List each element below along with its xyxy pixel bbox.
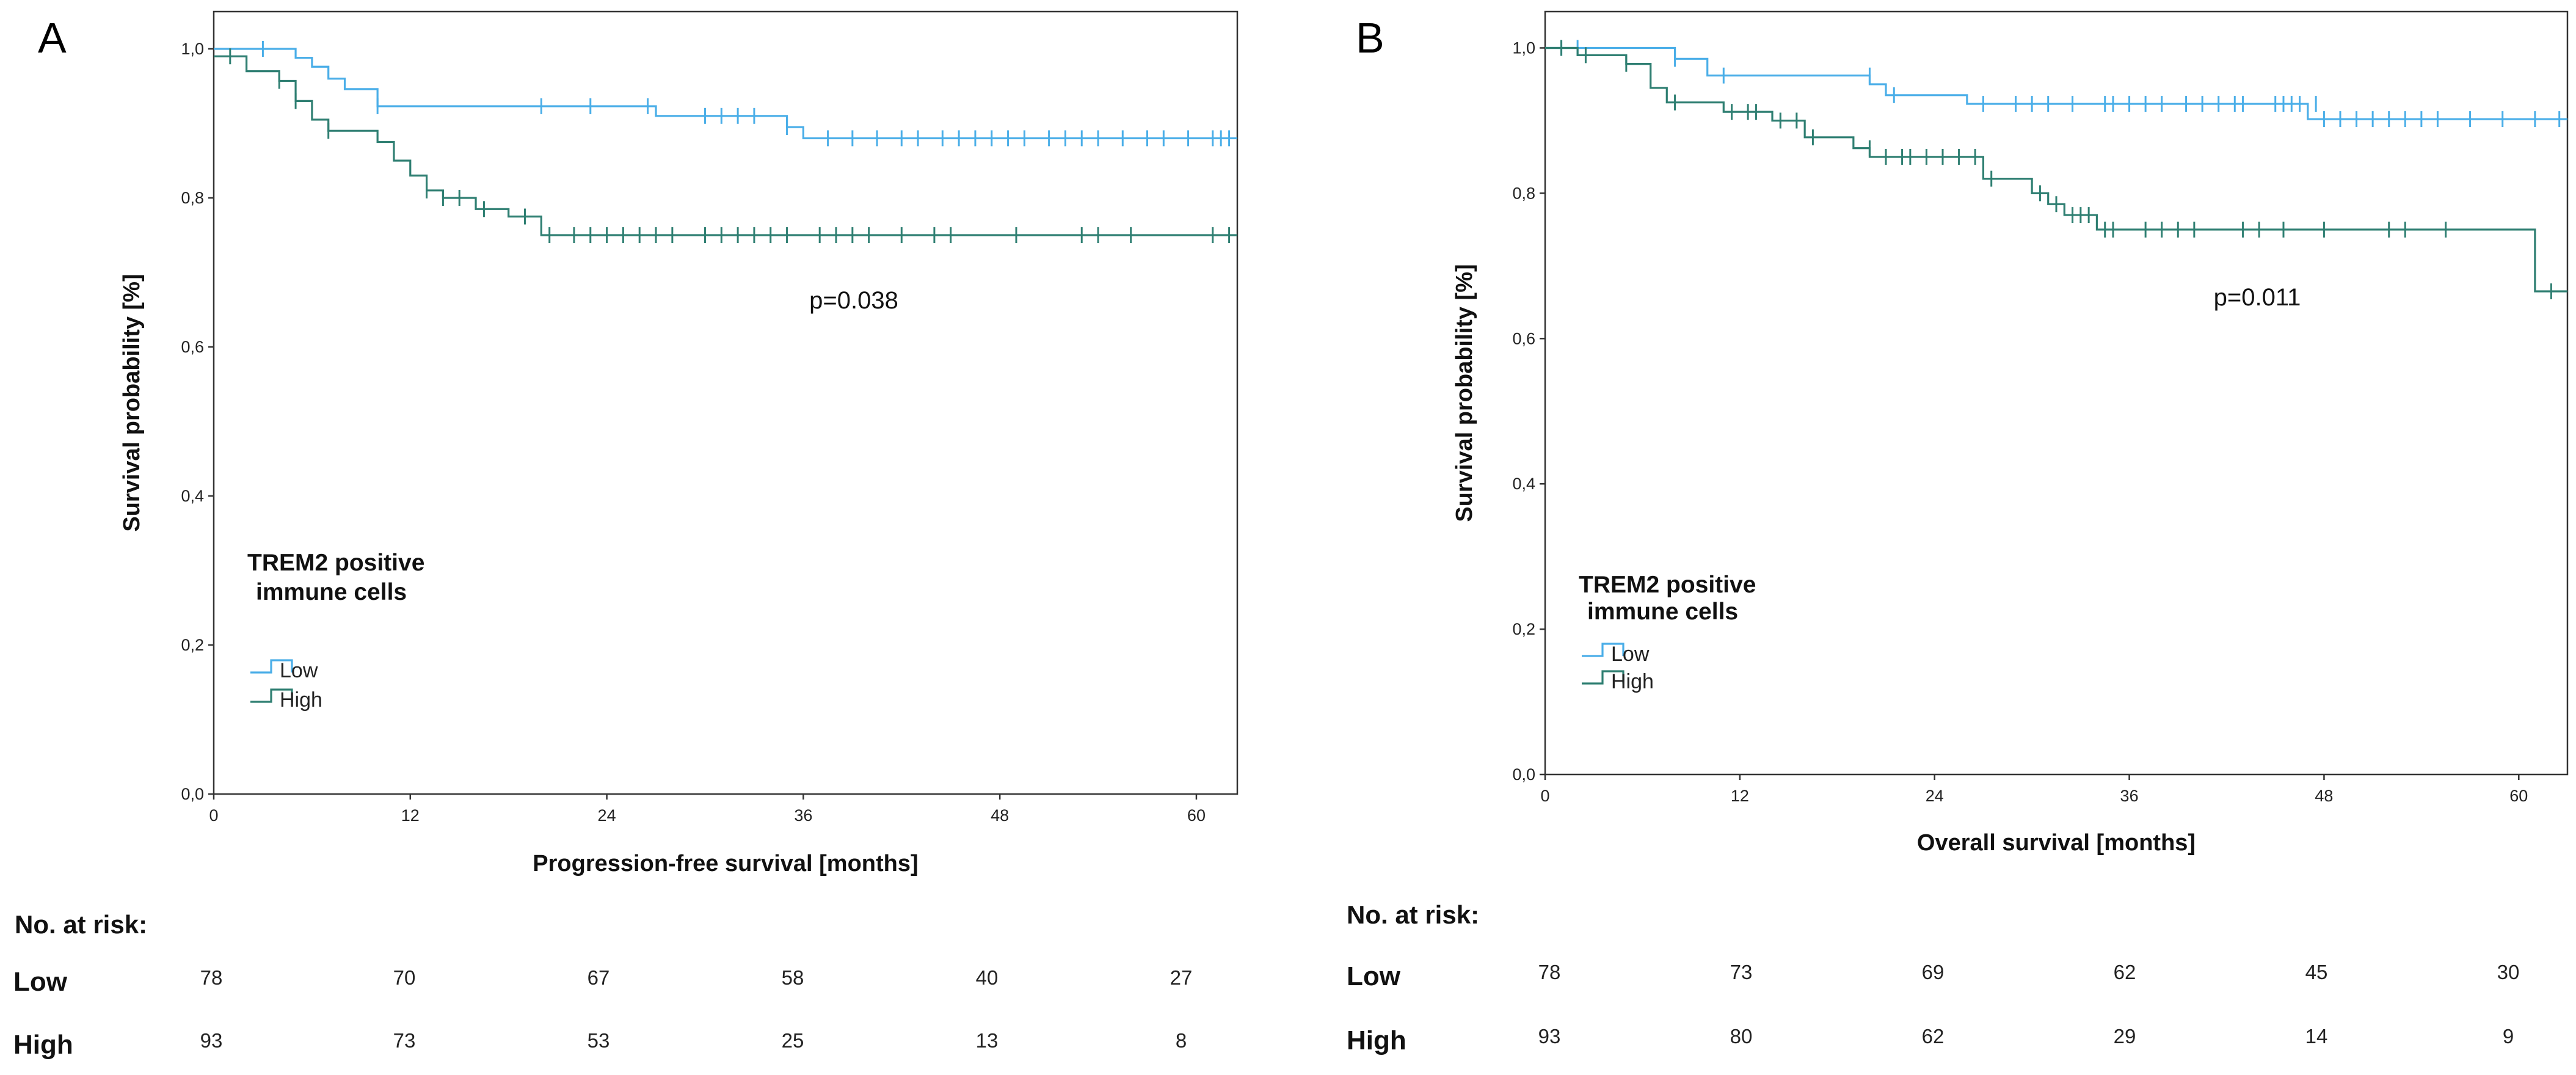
risk-count: 80 (1730, 1025, 1753, 1048)
p-value-annotation: p=0.011 (2214, 284, 2301, 311)
x-tick-label: 36 (2120, 787, 2139, 805)
risk-count: 78 (200, 966, 223, 989)
legend-swatch-high (250, 688, 293, 703)
risk-group-label: Low (13, 967, 68, 997)
risk-count: 73 (393, 1029, 416, 1052)
risk-count: 93 (200, 1029, 223, 1052)
legend-entry-low: Low (1611, 643, 1650, 666)
survival-curve-high (1545, 46, 2567, 293)
risk-count: 67 (588, 966, 610, 989)
survival-curve-low (214, 48, 1237, 139)
risk-group-label: Low (1347, 961, 1401, 991)
x-tick-label: 36 (794, 806, 812, 825)
risk-count: 13 (976, 1029, 999, 1052)
risk-table-heading: No. at risk: (1347, 900, 1479, 929)
legend-swatch-low (250, 659, 293, 674)
y-tick-label: 0,6 (1512, 329, 1535, 348)
y-tick-label: 0,0 (181, 785, 204, 803)
y-axis-title: Survival probability [%] (1452, 264, 1477, 522)
legend-entry-high: High (280, 688, 322, 712)
y-tick-label: 0,6 (181, 338, 204, 356)
x-axis-title: Progression-free survival [months] (533, 851, 918, 876)
legend-title-line: TREM2 positive (247, 550, 424, 576)
risk-count: 73 (1730, 961, 1753, 983)
x-tick-label: 60 (2509, 787, 2528, 805)
x-tick-label: 12 (1731, 787, 1749, 805)
risk-count: 70 (393, 966, 416, 989)
risk-count: 30 (2497, 961, 2520, 983)
risk-count: 58 (782, 966, 804, 989)
legend-swatch-low (1582, 643, 1625, 657)
risk-count: 8 (1176, 1029, 1187, 1052)
legend-title-line: immune cells (1587, 599, 1738, 625)
x-tick-label: 60 (1187, 806, 1206, 825)
legend-entry-low: Low (280, 659, 318, 682)
p-value-annotation: p=0.038 (809, 287, 898, 314)
panel-b: B 0,0 0,2 0,4 0,6 0,8 1,0 0 12 24 36 48 60 Overall su… (1347, 10, 2569, 1055)
x-axis-title: Overall survival [months] (1917, 830, 2196, 856)
risk-group-label: High (13, 1030, 73, 1060)
legend-title-line: immune cells (256, 579, 407, 605)
y-tick-label: 0,0 (1512, 765, 1535, 784)
x-tick-label: 0 (1540, 787, 1549, 805)
plot-frame (213, 10, 1239, 795)
y-tick-label: 0,4 (1512, 475, 1535, 493)
y-tick-label: 0,8 (1512, 184, 1535, 202)
legend-swatch-high (1582, 670, 1625, 685)
legend-title-line: TREM2 positive (1579, 572, 1756, 598)
risk-group-label: High (1347, 1026, 1406, 1055)
y-tick-label: 0,4 (181, 487, 204, 505)
y-tick-label: 0,8 (181, 189, 204, 207)
y-tick-label: 0,2 (181, 636, 204, 654)
risk-count: 27 (1170, 966, 1193, 989)
y-tick-label: 1,0 (1512, 38, 1535, 57)
x-tick-label: 48 (991, 806, 1009, 825)
y-axis-title: Survival probability [%] (119, 274, 145, 531)
risk-count: 53 (588, 1029, 610, 1052)
risk-count: 45 (2305, 961, 2328, 983)
risk-count: 29 (2114, 1025, 2136, 1048)
x-tick-label: 48 (2315, 787, 2333, 805)
risk-count: 9 (2503, 1025, 2514, 1048)
panel-letter: B (1356, 14, 1384, 62)
x-tick-label: 12 (401, 806, 420, 825)
risk-count: 69 (1922, 961, 1945, 983)
x-tick-label: 24 (1926, 787, 1944, 805)
plot-frame (1544, 10, 2569, 776)
legend-entry-high: High (1611, 670, 1654, 693)
risk-count: 14 (2305, 1025, 2328, 1048)
risk-count: 78 (1538, 961, 1561, 983)
risk-count: 25 (782, 1029, 804, 1052)
x-tick-label: 24 (598, 806, 616, 825)
survival-curve-low (1545, 46, 2567, 120)
x-tick-label: 0 (209, 806, 218, 825)
panel-a: A 0,0 0,2 0,4 0,6 0,8 1,0 0 12 24 36 48 60 Progressio… (13, 10, 1239, 1060)
risk-count: 62 (2114, 961, 2136, 983)
y-tick-label: 0,2 (1512, 620, 1535, 638)
y-tick-label: 1,0 (181, 40, 204, 58)
risk-table-heading: No. at risk: (15, 910, 147, 939)
risk-count: 93 (1538, 1025, 1561, 1048)
panel-letter: A (38, 14, 67, 62)
risk-count: 62 (1922, 1025, 1945, 1048)
risk-count: 40 (976, 966, 999, 989)
survival-curve-high (214, 55, 1237, 236)
